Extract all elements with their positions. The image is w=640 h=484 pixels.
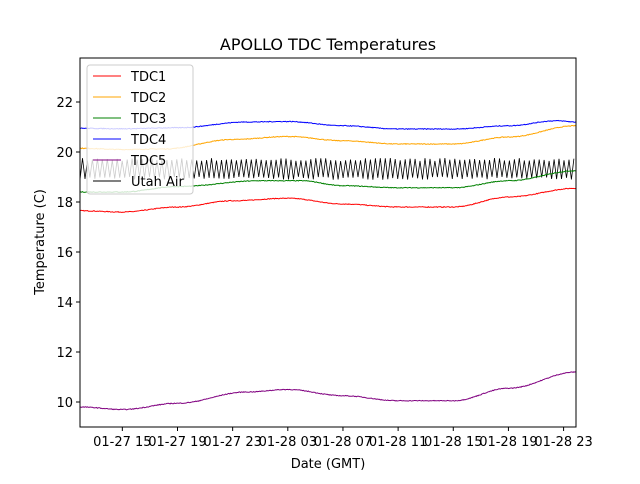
y-tick-label: 20 [56, 146, 73, 161]
legend-label: TDC2 [130, 91, 166, 106]
x-tick-label: 01-28 19 [479, 435, 537, 450]
legend: TDC1 TDC2 TDC3 TDC4 TDC5 Utah Air [86, 64, 194, 195]
legend-label: TDC3 [130, 112, 166, 127]
y-tick-label: 18 [56, 196, 73, 211]
x-tick-label: 01-28 03 [259, 435, 317, 450]
y-axis: 10 12 14 16 18 20 22 [56, 96, 80, 411]
y-tick-label: 12 [56, 346, 73, 361]
series-line-tdc5 [79, 371, 576, 411]
x-tick-label: 01-27 15 [93, 435, 151, 450]
x-axis-label: Date (GMT) [291, 457, 366, 472]
y-tick-label: 16 [56, 246, 73, 261]
y-tick-label: 14 [56, 296, 73, 311]
y-tick-label: 10 [56, 396, 73, 411]
x-tick-label: 01-27 19 [148, 435, 206, 450]
y-axis-label: Temperature (C) [33, 189, 48, 296]
legend-label: TDC5 [130, 154, 166, 169]
legend-label: Utah Air [131, 175, 184, 190]
x-tick-label: 01-28 11 [369, 435, 427, 450]
legend-label: TDC4 [130, 133, 166, 148]
x-tick-label: 01-28 23 [534, 435, 592, 450]
x-tick-label: 01-28 07 [314, 435, 372, 450]
x-tick-label: 01-27 23 [203, 435, 261, 450]
y-tick-label: 22 [56, 96, 73, 111]
plot-frame [79, 57, 577, 428]
series-line-tdc1 [79, 187, 576, 213]
chart-title: APOLLO TDC Temperatures [220, 35, 436, 54]
x-tick-label: 01-28 15 [424, 435, 482, 450]
legend-label: TDC1 [130, 70, 166, 85]
